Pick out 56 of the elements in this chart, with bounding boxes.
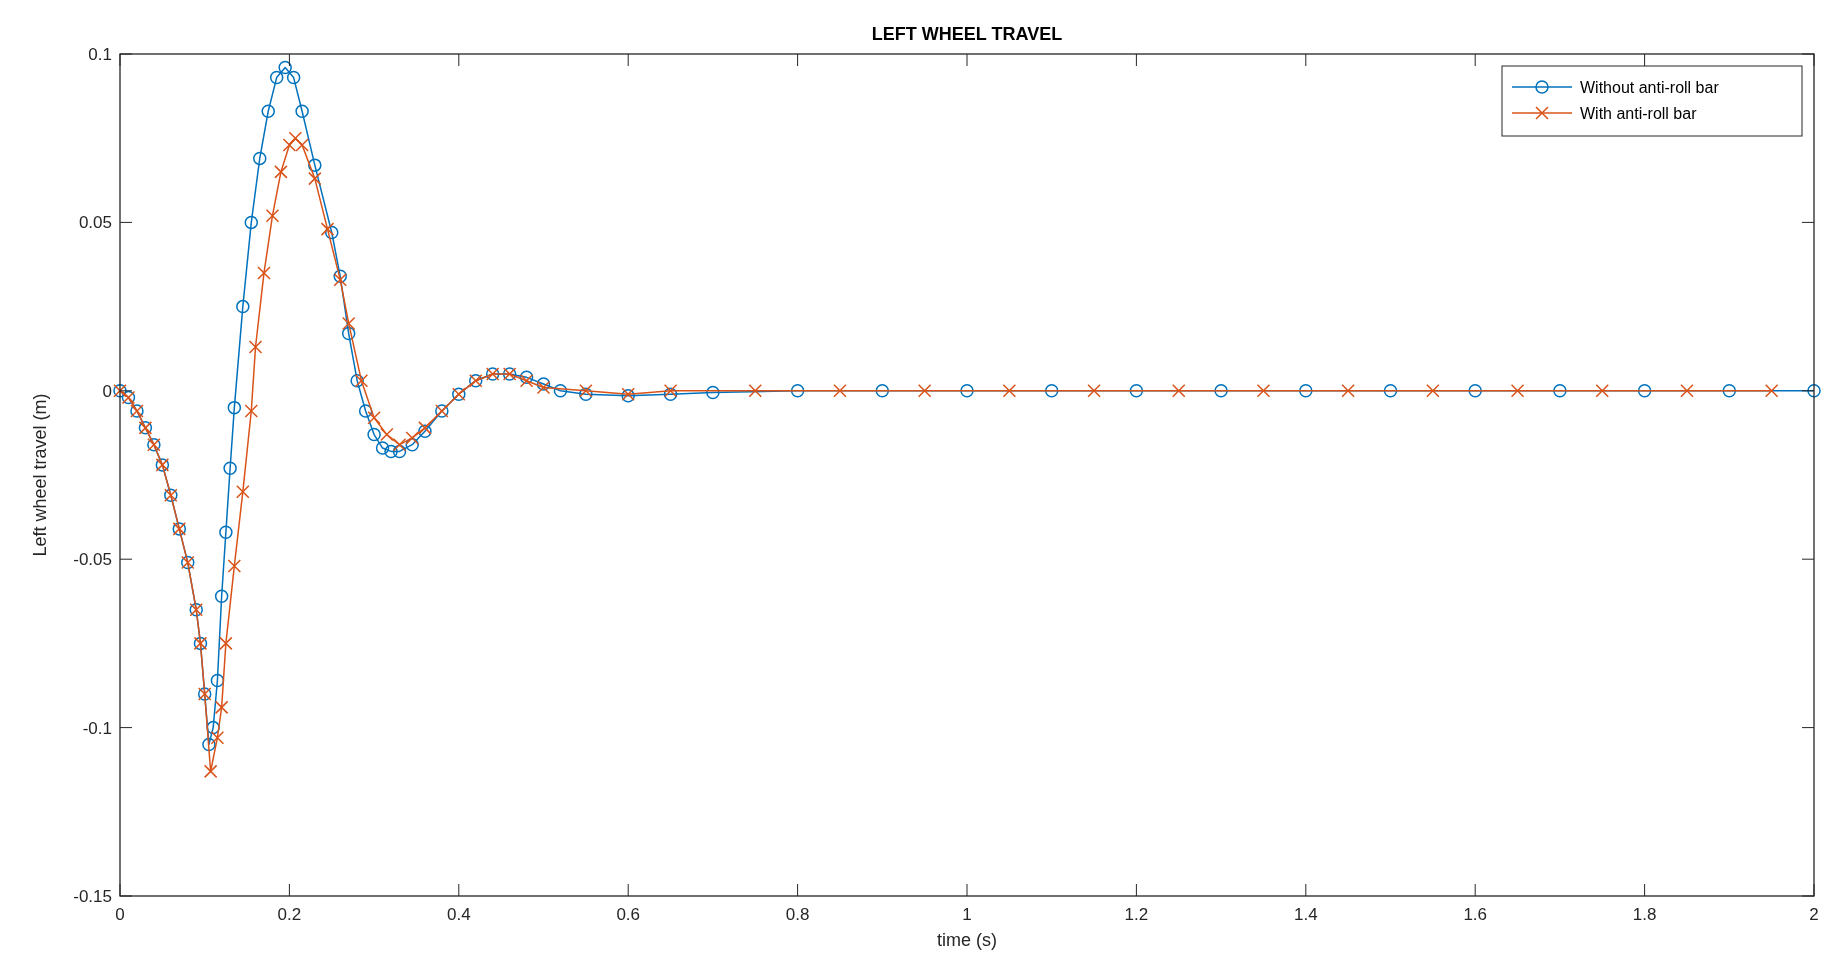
x-axis-title: time (s) bbox=[937, 930, 997, 950]
point bbox=[1256, 384, 1271, 398]
y-tick-label: -0.15 bbox=[73, 886, 112, 906]
point bbox=[214, 700, 229, 715]
point bbox=[392, 437, 407, 452]
point bbox=[308, 171, 322, 186]
point bbox=[1172, 384, 1186, 398]
x-tick-label: 0.8 bbox=[785, 905, 810, 924]
point bbox=[1680, 384, 1694, 398]
y-tick-label: 0.1 bbox=[88, 44, 112, 64]
x-tick-label: 1.6 bbox=[1463, 905, 1488, 924]
point bbox=[405, 431, 419, 445]
legend-label: Without anti-roll bar bbox=[1580, 78, 1720, 96]
x-tick-label: 0.6 bbox=[616, 905, 641, 924]
x-tick-label: 1.4 bbox=[1293, 905, 1318, 924]
legend-label: With anti-roll bar bbox=[1580, 104, 1698, 122]
point bbox=[1087, 384, 1101, 398]
point bbox=[244, 404, 259, 418]
point bbox=[219, 636, 233, 651]
point bbox=[265, 208, 280, 223]
y-tick-label: 0 bbox=[102, 381, 112, 401]
x-tick-label: 0.2 bbox=[277, 905, 302, 924]
point bbox=[1426, 384, 1440, 398]
point bbox=[536, 380, 551, 395]
point bbox=[1341, 384, 1355, 398]
y-axis-title: Left wheel travel (m) bbox=[30, 393, 50, 557]
point bbox=[354, 373, 369, 388]
point bbox=[1002, 384, 1017, 398]
point bbox=[227, 559, 242, 573]
point bbox=[288, 131, 303, 145]
x-tick-label: 2 bbox=[1809, 905, 1819, 924]
point bbox=[1595, 384, 1609, 398]
point bbox=[248, 340, 263, 354]
point bbox=[1510, 384, 1525, 398]
point bbox=[274, 165, 288, 179]
y-tick-label: 0.05 bbox=[78, 213, 112, 233]
chart-title: LEFT WHEEL TRAVEL bbox=[871, 24, 1063, 44]
x-tick-label: 1.8 bbox=[1632, 905, 1657, 924]
point bbox=[1764, 384, 1779, 398]
point bbox=[917, 384, 932, 398]
point bbox=[203, 764, 218, 779]
point bbox=[380, 427, 394, 442]
point bbox=[748, 384, 762, 398]
y-tick-label: -0.1 bbox=[82, 718, 112, 738]
point bbox=[341, 316, 356, 331]
point bbox=[257, 266, 271, 280]
point bbox=[210, 730, 225, 745]
x-tick-label: 0 bbox=[115, 905, 125, 924]
x-tick-label: 1.2 bbox=[1124, 905, 1149, 924]
point bbox=[833, 384, 847, 398]
y-tick-label: -0.05 bbox=[73, 550, 112, 570]
point bbox=[367, 410, 381, 425]
point bbox=[320, 222, 335, 236]
x-tick-label: 0.4 bbox=[446, 905, 471, 924]
x-tick-label: 1 bbox=[962, 905, 972, 924]
point bbox=[236, 485, 250, 499]
